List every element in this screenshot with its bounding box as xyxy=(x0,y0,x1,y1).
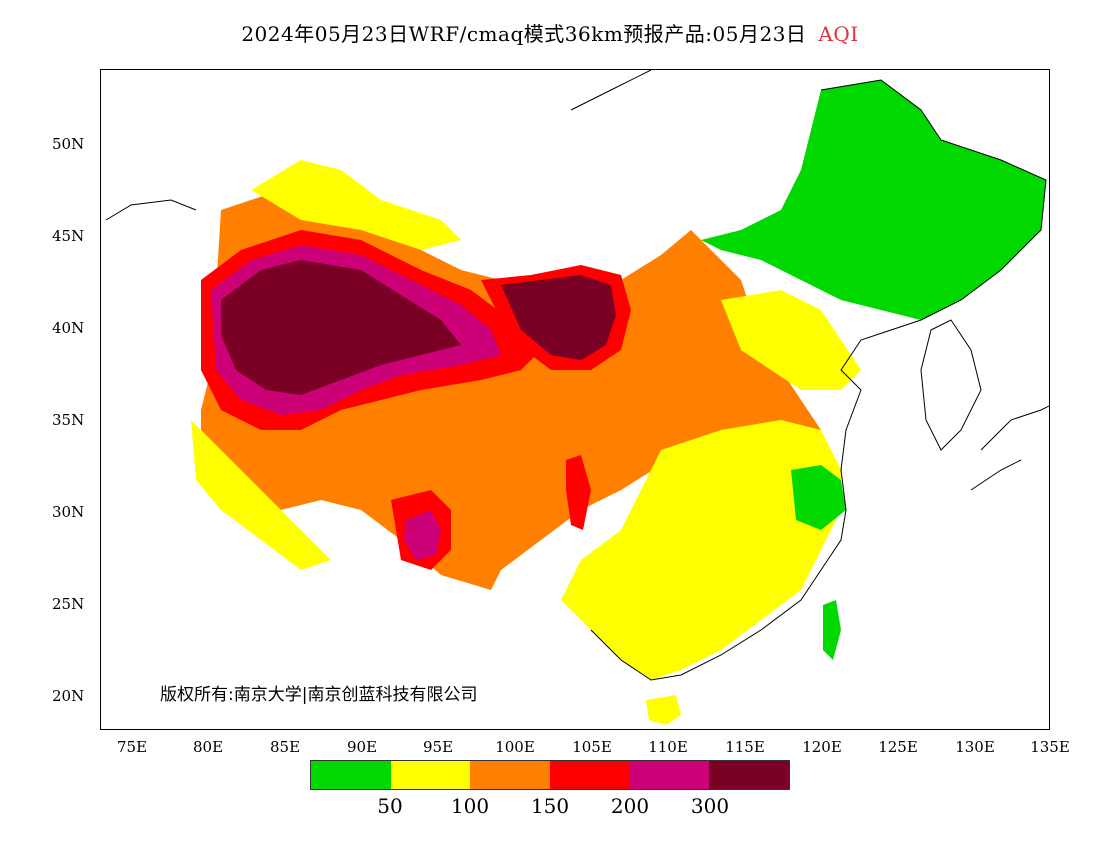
map-title: 2024年05月23日WRF/cmaq模式36km预报产品:05月23日 AQI xyxy=(0,18,1100,47)
x-tick-75e: 75E xyxy=(116,738,148,756)
y-tick-20n: 20N xyxy=(52,687,85,705)
region-hainan-yellow xyxy=(646,695,681,725)
legend-label-100: 100 xyxy=(450,794,490,818)
x-tick-125e: 125E xyxy=(878,738,918,756)
x-tick-120e: 120E xyxy=(802,738,842,756)
legend-swatch-3 xyxy=(470,761,551,789)
region-west-yellow xyxy=(191,420,331,570)
region-tibet-magenta xyxy=(404,510,441,560)
x-tick-135e: 135E xyxy=(1030,738,1070,756)
japan-outline xyxy=(970,405,1049,491)
legend-swatch-4 xyxy=(550,761,630,789)
y-tick-35n: 35N xyxy=(52,411,85,429)
y-tick-25n: 25N xyxy=(52,595,85,613)
legend-label-200: 200 xyxy=(610,794,650,818)
title-variable: AQI xyxy=(818,22,859,46)
x-tick-100e: 100E xyxy=(495,738,535,756)
y-tick-45n: 45N xyxy=(52,227,85,245)
region-north-yellow xyxy=(721,290,861,390)
x-tick-115e: 115E xyxy=(725,738,765,756)
x-tick-130e: 130E xyxy=(955,738,995,756)
x-tick-90e: 90E xyxy=(346,738,378,756)
legend-swatch-2 xyxy=(390,761,471,789)
legend-swatch-1 xyxy=(311,761,391,789)
region-east-green xyxy=(791,465,846,530)
legend-swatch-6 xyxy=(709,761,790,789)
region-northeast-green xyxy=(701,80,1046,320)
region-xinjiang-yellow xyxy=(251,160,461,250)
aqi-map xyxy=(101,70,1049,729)
legend-label-50: 50 xyxy=(377,794,403,818)
region-sichuan-red xyxy=(566,455,591,530)
x-tick-105e: 105E xyxy=(572,738,612,756)
title-main: 2024年05月23日WRF/cmaq模式36km预报产品:05月23日 xyxy=(241,22,807,46)
x-tick-110e: 110E xyxy=(648,738,688,756)
legend-swatch-5 xyxy=(629,761,710,789)
copyright-note: 版权所有:南京大学|南京创蓝科技有限公司 xyxy=(160,685,478,705)
region-taiwan-green xyxy=(823,600,841,660)
russia-border xyxy=(105,70,652,221)
map-panel xyxy=(100,69,1050,730)
coastline xyxy=(590,79,1047,681)
y-tick-30n: 30N xyxy=(52,503,85,521)
region-gobi-maroon xyxy=(501,275,616,360)
legend-label-300: 300 xyxy=(690,794,730,818)
region-taklamakan-maroon xyxy=(221,260,461,395)
x-tick-80e: 80E xyxy=(192,738,224,756)
x-tick-85e: 85E xyxy=(269,738,301,756)
legend-label-150: 150 xyxy=(530,794,570,818)
region-southeast-yellow xyxy=(561,420,841,680)
aqi-legend xyxy=(310,760,790,790)
x-tick-95e: 95E xyxy=(422,738,454,756)
y-tick-50n: 50N xyxy=(52,135,85,153)
y-tick-40n: 40N xyxy=(52,319,85,337)
korea-outline xyxy=(920,319,982,451)
